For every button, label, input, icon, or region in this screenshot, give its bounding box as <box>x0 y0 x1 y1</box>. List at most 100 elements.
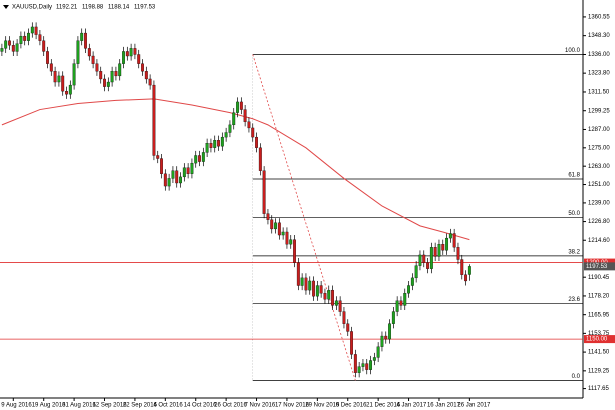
candle-body <box>65 91 68 95</box>
candle-body <box>365 363 369 370</box>
candle-body <box>232 112 236 126</box>
candle-body <box>106 81 110 87</box>
candle-body <box>27 32 30 41</box>
candle-body <box>38 34 42 41</box>
y-tick-label: 1178.20 <box>588 294 610 300</box>
candle-body <box>414 265 418 279</box>
y-tick-label: 1129.25 <box>588 368 610 374</box>
candle-body <box>30 26 34 34</box>
candle-body <box>258 147 262 171</box>
candle-body <box>34 26 38 35</box>
candle-body <box>156 155 160 159</box>
candle-body <box>99 71 103 80</box>
y-tick-label: 1165.95 <box>588 312 610 318</box>
candle-body <box>4 40 8 49</box>
candle-body <box>448 233 452 239</box>
candle-body <box>182 167 186 178</box>
candle-body <box>80 32 84 41</box>
candle-body <box>391 311 395 324</box>
candle-body <box>8 40 11 46</box>
candle-body <box>304 277 308 291</box>
candle-body <box>239 101 243 110</box>
candle-body <box>57 75 61 83</box>
candle-body <box>289 239 293 245</box>
candle-body <box>217 140 220 147</box>
candle-body <box>460 259 464 275</box>
x-tick-label: 29 Nov 2016 <box>305 403 340 409</box>
candle-body <box>251 127 255 138</box>
candle-body <box>179 176 182 184</box>
candle-body <box>114 71 118 77</box>
candle-body <box>186 167 190 174</box>
candle-body <box>129 48 133 57</box>
candle-body <box>243 109 247 122</box>
candle-body <box>205 143 209 153</box>
price-tag <box>584 335 615 344</box>
candle-body <box>418 254 422 266</box>
candle-body <box>46 51 49 64</box>
candle-body <box>422 254 426 263</box>
candle-body <box>201 152 205 162</box>
candle-body <box>72 63 76 86</box>
candle-body <box>384 335 388 340</box>
x-tick-label: 9 Aug 2016 <box>1 403 32 409</box>
candle-body <box>464 274 468 282</box>
candle-body <box>342 311 346 324</box>
candle-body <box>87 48 91 57</box>
current-price-label: 1197.53 <box>586 264 608 270</box>
x-tick-label: 4 Jan 2017 <box>397 403 427 409</box>
candle-body <box>323 293 327 300</box>
y-tick-label: 1251.00 <box>588 182 610 188</box>
fib-label: 38.2 <box>568 249 580 255</box>
candle-body <box>228 124 232 133</box>
candle-body <box>213 140 217 148</box>
candle-body <box>194 155 198 164</box>
candle-body <box>171 170 175 179</box>
candle-body <box>167 178 171 187</box>
ohlc-high: 1198.88 <box>82 5 104 11</box>
x-tick-label: 26 Jan 2017 <box>457 403 491 409</box>
x-tick-label: 31 Aug 2016 <box>62 403 96 409</box>
x-tick-label: 22 Sep 2016 <box>123 403 158 409</box>
candle-body <box>61 75 65 92</box>
chart-title: XAUUSD,Daily <box>12 5 52 11</box>
candle-body <box>346 323 350 332</box>
candle-body <box>220 136 224 147</box>
x-tick-label: 4 Oct 2016 <box>153 403 183 409</box>
candle-body <box>334 300 338 306</box>
candle-body <box>285 231 289 245</box>
y-tick-label: 1323.80 <box>588 71 610 77</box>
candle-body <box>91 55 95 64</box>
candle-body <box>209 143 213 148</box>
candle-body <box>125 51 129 57</box>
candle-body <box>23 35 27 41</box>
candle-body <box>372 357 376 361</box>
candle-body <box>308 280 312 291</box>
candle-body <box>190 162 194 174</box>
candle-body <box>452 233 456 248</box>
candle-body <box>296 262 300 286</box>
candle-body <box>236 101 239 113</box>
candle-body <box>148 78 152 86</box>
candle-body <box>369 360 373 370</box>
x-tick-label: 26 Oct 2016 <box>214 403 247 409</box>
candle-body <box>429 247 433 269</box>
x-tick-label: 17 Nov 2016 <box>275 403 310 409</box>
y-tick-label: 1153.75 <box>588 331 610 337</box>
candle-body <box>361 363 365 367</box>
candle-body <box>122 51 125 64</box>
candle-body <box>350 331 353 355</box>
candle-body <box>110 71 114 83</box>
x-tick-label: 14 Oct 2016 <box>184 403 217 409</box>
candle-body <box>467 266 471 275</box>
candle-body <box>262 170 266 214</box>
x-tick-label: 19 Aug 2016 <box>32 403 66 409</box>
y-tick-label: 1263.00 <box>588 164 610 170</box>
x-tick-label: 7 Nov 2016 <box>245 403 276 409</box>
candle-body <box>312 280 315 297</box>
y-tick-label: 1214.60 <box>588 238 610 244</box>
candle-body <box>198 155 201 162</box>
candle-body <box>144 71 148 80</box>
